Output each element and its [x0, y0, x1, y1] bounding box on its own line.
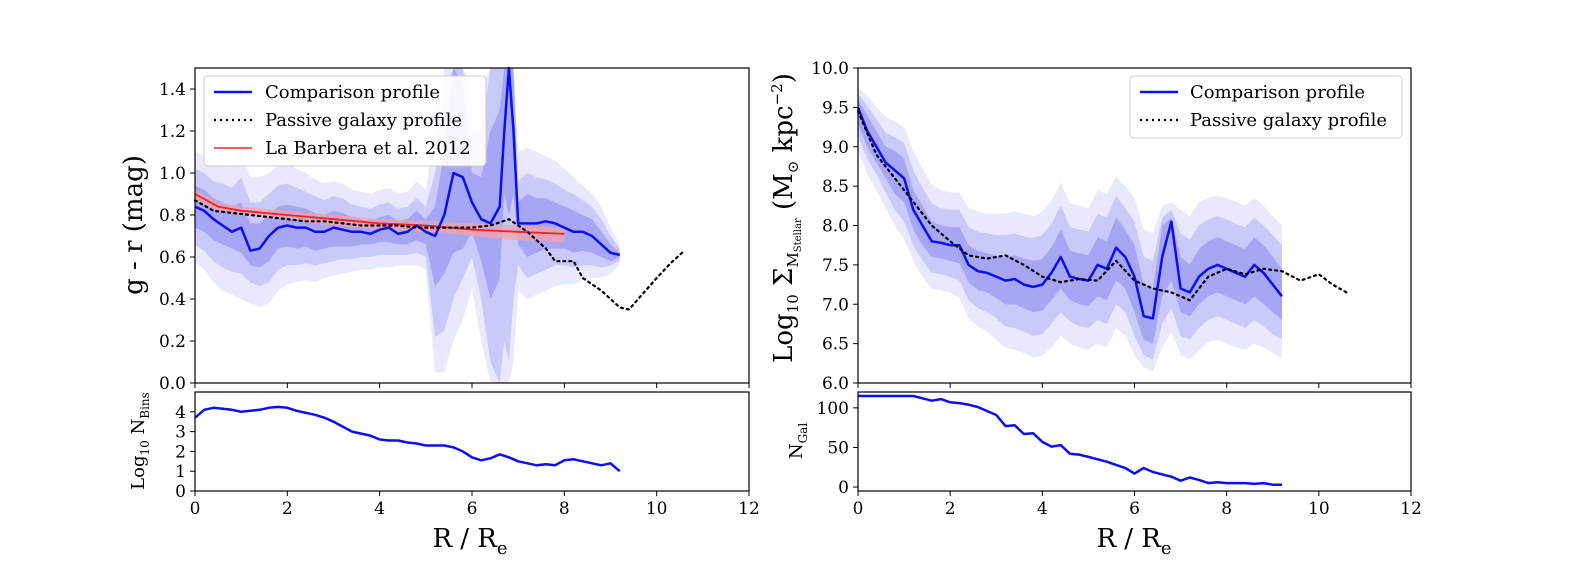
ylabel-close: ) — [769, 73, 799, 83]
nbins-line — [194, 405, 621, 473]
ylabel-sub: 10 — [138, 440, 152, 455]
passive-line — [193, 199, 686, 311]
xlabel-main: R / R — [432, 524, 498, 554]
y-tick-label: 1.2 — [159, 122, 186, 142]
x-axis-ticks: 0 2 4 6 8 10 12 — [853, 491, 1422, 519]
y-tick-label: 9.0 — [822, 138, 849, 158]
y-axis-label: Log10 ΣMStellar (M⊙ kpc−2) — [768, 73, 804, 363]
x-tick-label: 0 — [853, 499, 864, 519]
x-axis-ticks: 0 2 4 6 8 10 12 — [190, 491, 760, 519]
x-tick-label: 8 — [559, 499, 570, 519]
x-tick-label: 6 — [1129, 499, 1140, 519]
ylabel-sub2: Bins — [138, 392, 152, 419]
legend-label-comparison: Comparison profile — [265, 82, 440, 103]
y-tick-label: 4 — [175, 403, 186, 423]
x-tick-label: 2 — [282, 499, 293, 519]
passive-line — [856, 110, 1348, 302]
y-tick-label: 0.8 — [159, 206, 186, 226]
y-axis-label: Log10 NBins — [128, 392, 152, 490]
ylabel-main: N — [786, 443, 807, 459]
x-axis-label: R / Re — [432, 524, 507, 559]
ylabel-sub: Gal — [796, 423, 810, 444]
ylabel-main: Log — [128, 456, 149, 490]
ylabel-sun: ⊙ — [784, 161, 802, 174]
profile-lines — [856, 106, 1348, 320]
x-axis-label: R / Re — [1096, 524, 1171, 559]
y-tick-label: 1 — [175, 462, 186, 482]
y-axis-ticks: 0 50 100 — [817, 399, 858, 498]
ylabel-sub10: 10 — [784, 294, 802, 313]
ylabel-mid: N — [128, 419, 149, 440]
ngal-line — [858, 394, 1282, 486]
right-bottom-panel: 0 50 100 0 2 4 6 8 10 12 NGal R / Re — [786, 391, 1422, 559]
y-tick-label: 7.5 — [822, 256, 849, 276]
y-axis-label: NGal — [786, 423, 810, 459]
y-tick-label: 0.6 — [159, 248, 186, 268]
ngal-series-line — [858, 394, 1282, 486]
labarbera-line — [194, 193, 565, 235]
y-tick-label: 1.0 — [159, 164, 186, 184]
profile-lines — [193, 66, 686, 311]
y-tick-label: 0.2 — [159, 332, 186, 352]
ylabel-log: Log — [769, 313, 799, 363]
ylabel-substellar: Stellar — [793, 218, 804, 252]
legend: Comparison profile Passive galaxy profil… — [203, 75, 487, 167]
plot-frame — [857, 391, 1412, 492]
ylabel-sigma: Σ — [769, 268, 799, 295]
y-tick-label: 50 — [827, 438, 849, 458]
y-tick-label: 6.5 — [822, 335, 849, 355]
x-tick-label: 4 — [1037, 499, 1048, 519]
band-inner — [858, 99, 1282, 344]
legend-label-passive: Passive galaxy profile — [265, 110, 462, 131]
y-tick-label: 0 — [175, 482, 186, 502]
x-tick-label: 8 — [1221, 499, 1232, 519]
ylabel-sup: −2 — [768, 83, 786, 105]
x-tick-label: 12 — [738, 499, 760, 519]
y-tick-label: 9.5 — [822, 98, 849, 118]
legend-label-labarbera: La Barbera et al. 2012 — [265, 138, 471, 159]
x-tick-label: 6 — [467, 499, 478, 519]
y-tick-label: 8.5 — [822, 177, 849, 197]
x-tick-label: 4 — [374, 499, 385, 519]
y-tick-label: 10.0 — [811, 59, 849, 79]
y-tick-label: 7.0 — [822, 295, 849, 315]
right-top-panel: 6.0 6.5 7.0 7.5 8.0 8.5 9.0 9.5 10.0 Log10 ΣMSte… — [768, 59, 1412, 394]
y-tick-label: 3 — [175, 423, 186, 443]
comparison-line — [856, 106, 1283, 320]
x-tick-label: 10 — [1308, 499, 1330, 519]
ylabel-kpc: kpc — [769, 105, 799, 160]
y-tick-label: 6.0 — [822, 374, 849, 394]
ylabel-subM: M — [784, 252, 802, 267]
nbins-series-line — [194, 405, 621, 473]
x-tick-label: 0 — [190, 499, 201, 519]
y-axis-ticks: 0.0 0.2 0.4 0.6 0.8 1.0 1.2 1.4 — [159, 80, 750, 394]
left-top-panel: 0.0 0.2 0.4 0.6 0.8 1.0 1.2 1.4 g - r (mag) Com… — [119, 66, 750, 394]
y-tick-label: 1.4 — [159, 80, 186, 100]
legend: Comparison profile Passive galaxy profil… — [1129, 75, 1403, 139]
y-tick-label: 0 — [838, 478, 849, 498]
x-tick-label: 10 — [646, 499, 668, 519]
y-axis-ticks: 6.0 6.5 7.0 7.5 8.0 8.5 9.0 9.5 10.0 — [811, 59, 1412, 394]
legend-label-passive: Passive galaxy profile — [1190, 110, 1387, 131]
y-tick-label: 2 — [175, 442, 186, 462]
legend-box — [1129, 75, 1403, 139]
legend-box — [203, 75, 487, 167]
xlabel-sub: e — [1161, 538, 1172, 559]
xlabel-sub: e — [497, 538, 508, 559]
y-tick-label: 100 — [817, 399, 849, 419]
legend-label-comparison: Comparison profile — [1190, 82, 1365, 103]
y-tick-label: 8.0 — [822, 217, 849, 237]
ylabel-paren: (M — [769, 173, 799, 218]
comparison-line — [194, 66, 620, 257]
x-tick-label: 12 — [1400, 499, 1422, 519]
y-tick-label: 0.0 — [159, 374, 186, 394]
y-tick-label: 0.4 — [159, 290, 186, 310]
x-tick-label: 2 — [945, 499, 956, 519]
comparison-confidence-bands — [858, 87, 1282, 372]
xlabel-main: R / R — [1096, 524, 1162, 554]
y-axis-label: g - r (mag) — [119, 155, 149, 295]
